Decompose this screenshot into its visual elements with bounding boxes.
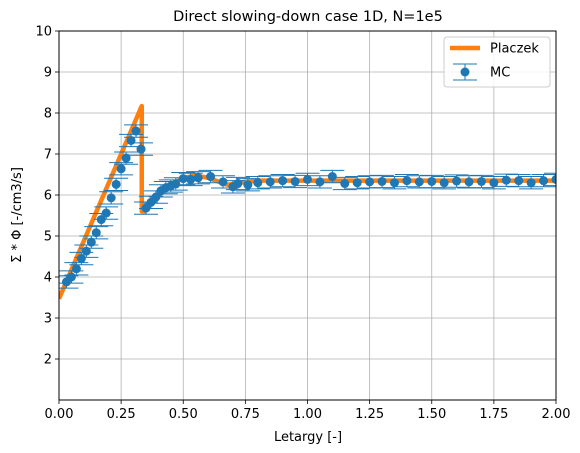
mc-point bbox=[206, 172, 216, 182]
mc-point bbox=[452, 176, 462, 186]
mc-point bbox=[253, 178, 263, 188]
mc-point bbox=[193, 173, 203, 183]
mc-point bbox=[377, 176, 387, 186]
mc-point bbox=[290, 176, 300, 186]
axis-ticks: 0.00 0.25 0.50 0.75 1.00 1.25 1.50 1.75 2.00 2 3 4 5… bbox=[35, 25, 570, 423]
mc-point bbox=[126, 135, 136, 145]
mc-point bbox=[414, 177, 424, 187]
mc-point bbox=[489, 178, 499, 188]
x-tick-label: 1.75 bbox=[479, 407, 508, 422]
mc-point bbox=[106, 193, 116, 203]
x-tick-label: 0.75 bbox=[231, 407, 260, 422]
x-axis-label: Letargy [-] bbox=[274, 430, 342, 445]
legend-mc-label: MC bbox=[490, 66, 510, 81]
mc-point bbox=[389, 178, 399, 188]
mc-point bbox=[402, 176, 412, 186]
mc-point bbox=[439, 178, 449, 188]
mc-point bbox=[116, 164, 126, 174]
y-tick-label: 5 bbox=[44, 230, 52, 245]
y-tick-label: 4 bbox=[44, 271, 52, 286]
mc-point bbox=[171, 179, 181, 189]
x-tick-label: 0.25 bbox=[107, 407, 136, 422]
chart-title: Direct slowing-down case 1D, N=1e5 bbox=[173, 9, 443, 25]
mc-point bbox=[501, 175, 511, 185]
mc-point bbox=[340, 179, 350, 189]
y-tick-label: 2 bbox=[44, 353, 52, 368]
legend: Placzek MC bbox=[443, 36, 551, 88]
y-tick-label: 8 bbox=[44, 107, 52, 122]
mc-point bbox=[91, 228, 101, 238]
mc-series bbox=[59, 124, 556, 289]
mc-point bbox=[526, 178, 536, 188]
x-tick-label: 0.50 bbox=[169, 407, 198, 422]
mc-point bbox=[86, 237, 96, 247]
mc-point bbox=[111, 179, 121, 189]
mc-point bbox=[66, 272, 76, 282]
mc-point bbox=[81, 246, 91, 256]
mc-point bbox=[315, 177, 325, 187]
x-tick-label: 0.00 bbox=[45, 407, 74, 422]
legend-mc-marker bbox=[460, 67, 470, 77]
mc-point bbox=[131, 126, 141, 136]
mc-point bbox=[243, 180, 253, 190]
mc-point bbox=[327, 172, 337, 182]
mc-point bbox=[352, 178, 362, 188]
mc-point bbox=[551, 174, 556, 184]
y-tick-label: 3 bbox=[44, 312, 52, 327]
mc-point bbox=[365, 177, 375, 187]
legend-placzek-label: Placzek bbox=[490, 42, 539, 57]
mc-point bbox=[514, 176, 524, 186]
mc-point bbox=[96, 215, 106, 225]
mc-point bbox=[71, 264, 81, 274]
y-tick-label: 9 bbox=[44, 66, 52, 81]
mc-point bbox=[76, 254, 86, 264]
x-tick-label: 1.50 bbox=[417, 407, 446, 422]
x-tick-label: 1.25 bbox=[355, 407, 384, 422]
y-tick-label: 10 bbox=[35, 25, 52, 40]
mc-point bbox=[303, 174, 312, 184]
mc-point bbox=[278, 176, 288, 186]
mc-point bbox=[101, 208, 111, 218]
mc-point bbox=[218, 177, 228, 187]
mc-point bbox=[151, 192, 161, 202]
mc-point bbox=[427, 176, 437, 186]
mc-point bbox=[121, 153, 131, 163]
y-axis-label: Σ * Φ [-/cm3/s] bbox=[10, 167, 25, 263]
mc-point bbox=[464, 177, 474, 187]
mc-point bbox=[178, 174, 188, 184]
mc-point bbox=[186, 174, 196, 184]
mc-point bbox=[136, 144, 146, 154]
x-tick-label: 1.00 bbox=[293, 407, 322, 422]
mc-point bbox=[233, 179, 243, 189]
mc-point bbox=[539, 176, 549, 186]
mc-point bbox=[265, 177, 275, 187]
y-tick-label: 7 bbox=[44, 148, 52, 163]
mc-point bbox=[476, 176, 486, 186]
x-tick-label: 2.00 bbox=[542, 407, 571, 422]
y-tick-label: 6 bbox=[44, 189, 52, 204]
